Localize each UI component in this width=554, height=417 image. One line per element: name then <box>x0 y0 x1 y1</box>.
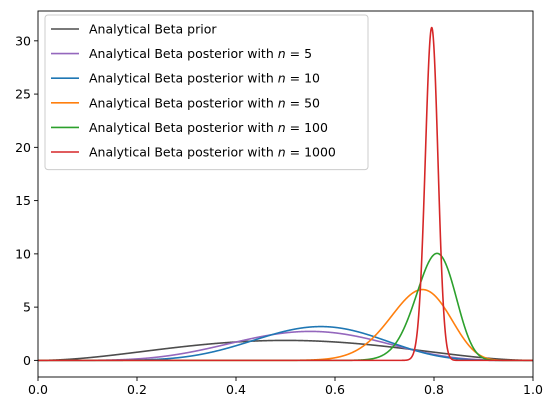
legend-label: Analytical Beta posterior with n = 10 <box>89 71 320 86</box>
y-tick-label: 15 <box>15 193 31 208</box>
y-tick-label: 10 <box>15 246 31 261</box>
y-tick-label: 25 <box>15 87 31 102</box>
x-tick-label: 0.4 <box>226 382 246 397</box>
legend-label: Analytical Beta prior <box>89 22 217 37</box>
series-line-1 <box>38 330 533 362</box>
legend-label: Analytical Beta posterior with n = 5 <box>89 46 312 61</box>
x-tick-label: 0.2 <box>127 382 147 397</box>
plot-area <box>38 26 533 362</box>
series-line-0 <box>38 339 533 362</box>
legend: Analytical Beta prior Analytical Beta pos… <box>44 14 369 171</box>
legend-box <box>44 14 369 171</box>
axes-frame <box>37 10 534 378</box>
series-line-3 <box>38 288 533 362</box>
legend-label: Analytical Beta posterior with n = 50 <box>89 95 320 110</box>
x-tick-label: 0.6 <box>325 382 345 397</box>
y-tick-label: 0 <box>23 353 31 368</box>
x-tick-label: 1.0 <box>523 382 543 397</box>
y-tick-label: 20 <box>15 140 31 155</box>
series-line-4 <box>38 252 533 362</box>
axes: 0.0 0.2 0.4 0.6 0.8 1.0 0 5 10 15 20 25 30 <box>15 10 543 397</box>
x-tick-label: 0.8 <box>424 382 444 397</box>
y-tick-label: 30 <box>15 33 31 48</box>
legend-label: Analytical Beta posterior with n = 100 <box>89 120 328 135</box>
legend-label: Analytical Beta posterior with n = 1000 <box>89 145 336 160</box>
y-tick-label: 5 <box>23 300 31 315</box>
series-line-5 <box>38 26 533 362</box>
x-tick-label: 0.0 <box>28 382 48 397</box>
